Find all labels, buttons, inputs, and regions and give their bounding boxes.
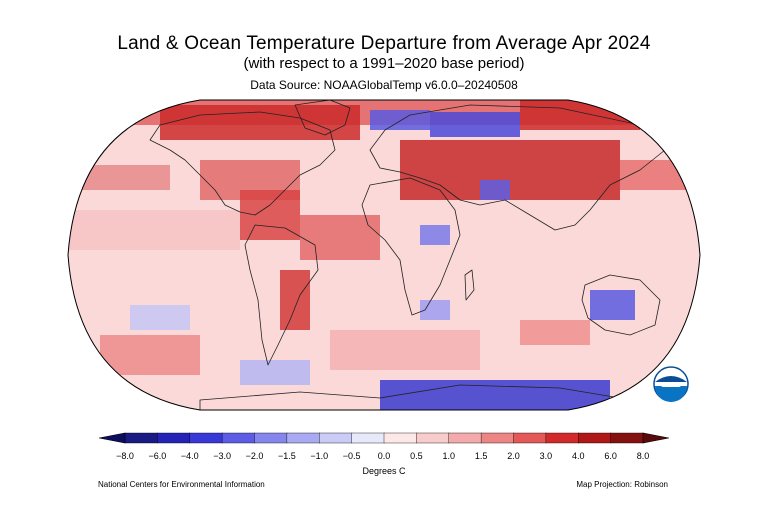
colorbar-swatch: [610, 432, 644, 444]
australia-outline: [581, 274, 661, 336]
colorbar-tick-label: 2.0: [507, 451, 520, 461]
anomaly-cell: [100, 335, 200, 375]
greenland-outline: [294, 100, 351, 136]
footer-projection: Map Projection: Robinson: [576, 480, 668, 489]
coastlines: [149, 100, 689, 410]
colorbar-tick-label: 1.5: [474, 451, 488, 461]
anomaly-cell: [480, 180, 510, 200]
north-america-outline: [149, 111, 336, 216]
anomaly-cell: [280, 270, 310, 330]
anomaly-cell: [330, 330, 480, 370]
colorbar-swatch: [124, 432, 159, 444]
colorbar-tick-label: −0.5: [342, 451, 361, 461]
colorbar-swatch: [480, 432, 515, 444]
colorbar-swatch: [383, 432, 418, 444]
colorbar-tick-label: 3.0: [539, 451, 553, 461]
anomaly-cell: [130, 305, 190, 330]
colorbar-tick-label: −4.0: [180, 451, 199, 461]
colorbar-swatch: [189, 432, 223, 444]
colorbar-tick-label: −1.5: [277, 451, 296, 461]
colorbar-tick-label: −8.0: [116, 451, 134, 461]
madagascar-outline: [464, 269, 475, 301]
colorbar-tick-label: 4.0: [571, 451, 585, 461]
colorbar-tick-label: −3.0: [213, 451, 232, 461]
colorbar-min-arrow: [98, 432, 126, 444]
colorbar-swatch: [286, 432, 320, 444]
colorbar-max-arrow: [642, 432, 670, 444]
colorbar-tick-label: 0.5: [410, 451, 423, 461]
anomaly-cell: [430, 112, 520, 137]
colorbar-swatch: [545, 432, 579, 444]
colorbar-swatch: [319, 432, 353, 444]
colorbar-swatch: [254, 432, 288, 444]
colorbar-swatch: [157, 432, 191, 444]
colorbar-swatch: [578, 432, 612, 444]
colorbar-swatch: [513, 432, 547, 444]
colorbar-tick-label: 6.0: [604, 451, 617, 461]
colorbar-tick-label: 1.0: [442, 451, 456, 461]
footer-source-org: National Centers for Environmental Infor…: [98, 480, 265, 489]
anomaly-cell: [420, 225, 450, 245]
colorbar-tick-label: −2.0: [245, 451, 264, 461]
anomaly-cell: [68, 210, 240, 250]
antarctica-outline: [199, 384, 621, 410]
anomaly-cell: [240, 360, 310, 385]
data-source: Data Source: NOAAGlobalTemp v6.0.0–20240…: [250, 78, 518, 92]
anomaly-cell: [240, 190, 300, 240]
colorbar-tick-label: −1.0: [310, 451, 329, 461]
eurasia-outline: [369, 104, 666, 231]
anomaly-cell: [590, 290, 635, 320]
colorbar-swatch: [221, 432, 256, 444]
anomaly-cell: [380, 380, 610, 410]
noaa-logo-icon: [653, 366, 689, 402]
africa-outline: [361, 177, 461, 316]
anomaly-cell: [300, 215, 380, 260]
colorbar-tick-label: −6.0: [148, 451, 167, 461]
colorbar-tick-label: 0.0: [377, 451, 391, 461]
colorbar-swatch: [448, 432, 482, 444]
anomaly-cell: [520, 320, 590, 345]
colorbar-swatch: [351, 432, 385, 444]
map-subtitle: (with respect to a 1991–2020 base period…: [243, 55, 525, 72]
colorbar-unit: Degrees C: [362, 466, 406, 476]
colorbar-tick-label: 8.0: [636, 451, 650, 461]
anomaly-cell: [420, 300, 450, 320]
anomaly-cell: [370, 110, 430, 130]
south-america-outline: [244, 224, 319, 366]
colorbar-swatch: [416, 432, 450, 444]
map-title: Land & Ocean Temperature Departure from …: [117, 33, 651, 54]
